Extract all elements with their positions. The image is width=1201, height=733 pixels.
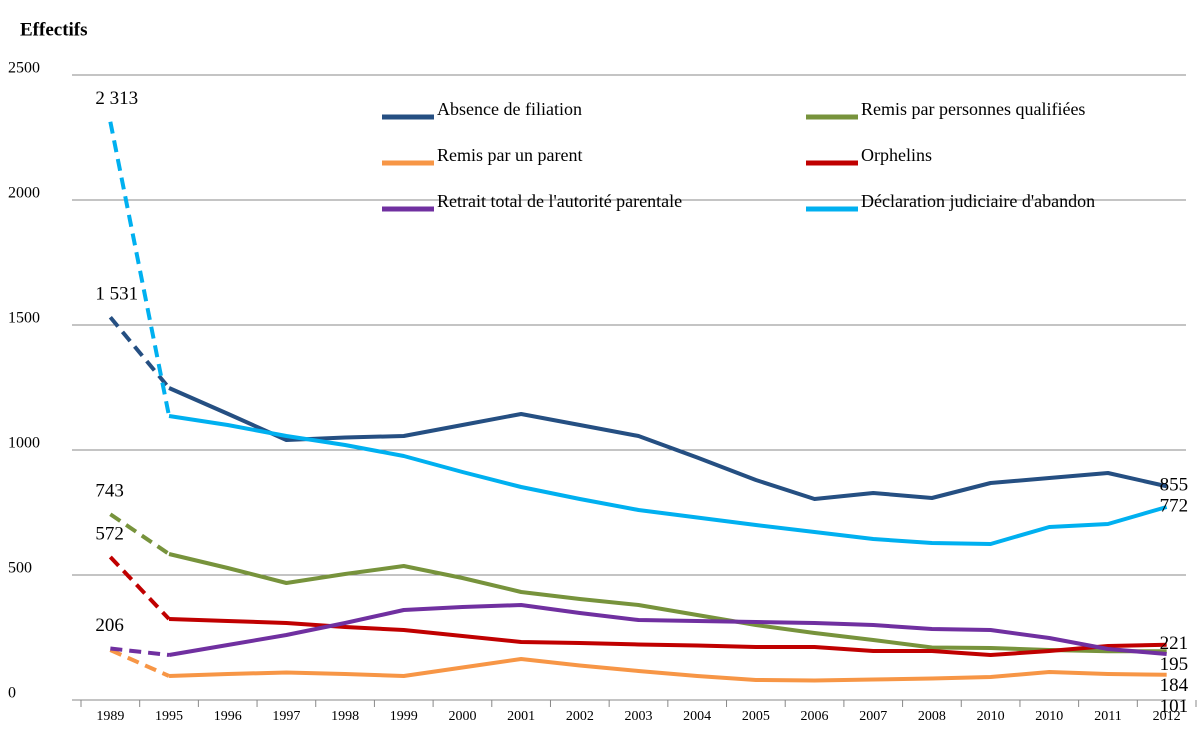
line-dashed xyxy=(110,646,170,657)
line xyxy=(168,603,1167,657)
line xyxy=(168,414,1168,546)
data-label: 1 531 xyxy=(95,284,138,305)
line-dashed xyxy=(109,512,171,556)
data-label: 101 xyxy=(1160,696,1189,717)
x-tick-label: 1997 xyxy=(272,709,300,724)
y-tick-label: 2500 xyxy=(8,60,40,77)
data-label: 195 xyxy=(1160,654,1189,675)
data-label: 743 xyxy=(95,481,124,502)
line-dashed xyxy=(108,121,171,417)
data-label: 221 xyxy=(1160,633,1189,654)
legend-label: Absence de filiation xyxy=(437,99,582,119)
x-tick-label: 2002 xyxy=(566,709,594,724)
x-tick-label: 1998 xyxy=(331,709,359,724)
line xyxy=(168,657,1167,683)
y-axis-label: Effectifs xyxy=(20,19,88,40)
line xyxy=(168,552,1167,654)
y-tick-label: 2000 xyxy=(8,185,40,202)
x-tick-label: 2008 xyxy=(918,709,946,724)
data-label: 572 xyxy=(95,523,124,544)
data-label: 206 xyxy=(95,615,124,636)
x-tick-label: 1996 xyxy=(214,709,242,724)
data-label: 2 313 xyxy=(95,88,138,109)
legend-label: Remis par un parent xyxy=(437,145,582,165)
legend-label: Retrait total de l'autorité parentale xyxy=(437,191,682,211)
x-tick-label: 2011 xyxy=(1094,709,1121,724)
legend-label: Remis par personnes qualifiées xyxy=(861,99,1085,119)
line xyxy=(168,386,1168,501)
x-tick-label: 2007 xyxy=(859,709,887,724)
x-tick-label: 2010 xyxy=(1035,709,1063,724)
x-tick-label: 1999 xyxy=(390,709,418,724)
data-label: 184 xyxy=(1160,675,1189,696)
x-tick-label: 2004 xyxy=(683,709,711,724)
x-tick-label: 2001 xyxy=(507,709,535,724)
line-dashed xyxy=(109,648,170,678)
x-tick-label: 2012 xyxy=(1153,709,1181,724)
x-tick-label: 2000 xyxy=(448,709,476,724)
line-dashed xyxy=(108,315,171,390)
y-tick-label: 500 xyxy=(8,560,32,577)
legend-label: Orphelins xyxy=(861,145,932,165)
legend-label: Déclaration judiciaire d'abandon xyxy=(861,191,1095,211)
x-tick-label: 2005 xyxy=(742,709,770,724)
x-tick-label: 1989 xyxy=(96,709,124,724)
y-tick-label: 0 xyxy=(8,685,16,702)
x-tick-label: 2010 xyxy=(977,709,1005,724)
x-tick-label: 2006 xyxy=(801,709,829,724)
line-dashed xyxy=(108,555,171,621)
x-tick-label: 1995 xyxy=(155,709,183,724)
data-label: 855 xyxy=(1160,475,1189,496)
data-label: 772 xyxy=(1160,496,1189,517)
y-tick-label: 1500 xyxy=(8,310,40,327)
x-tick-label: 2003 xyxy=(625,709,653,724)
y-tick-label: 1000 xyxy=(8,435,40,452)
